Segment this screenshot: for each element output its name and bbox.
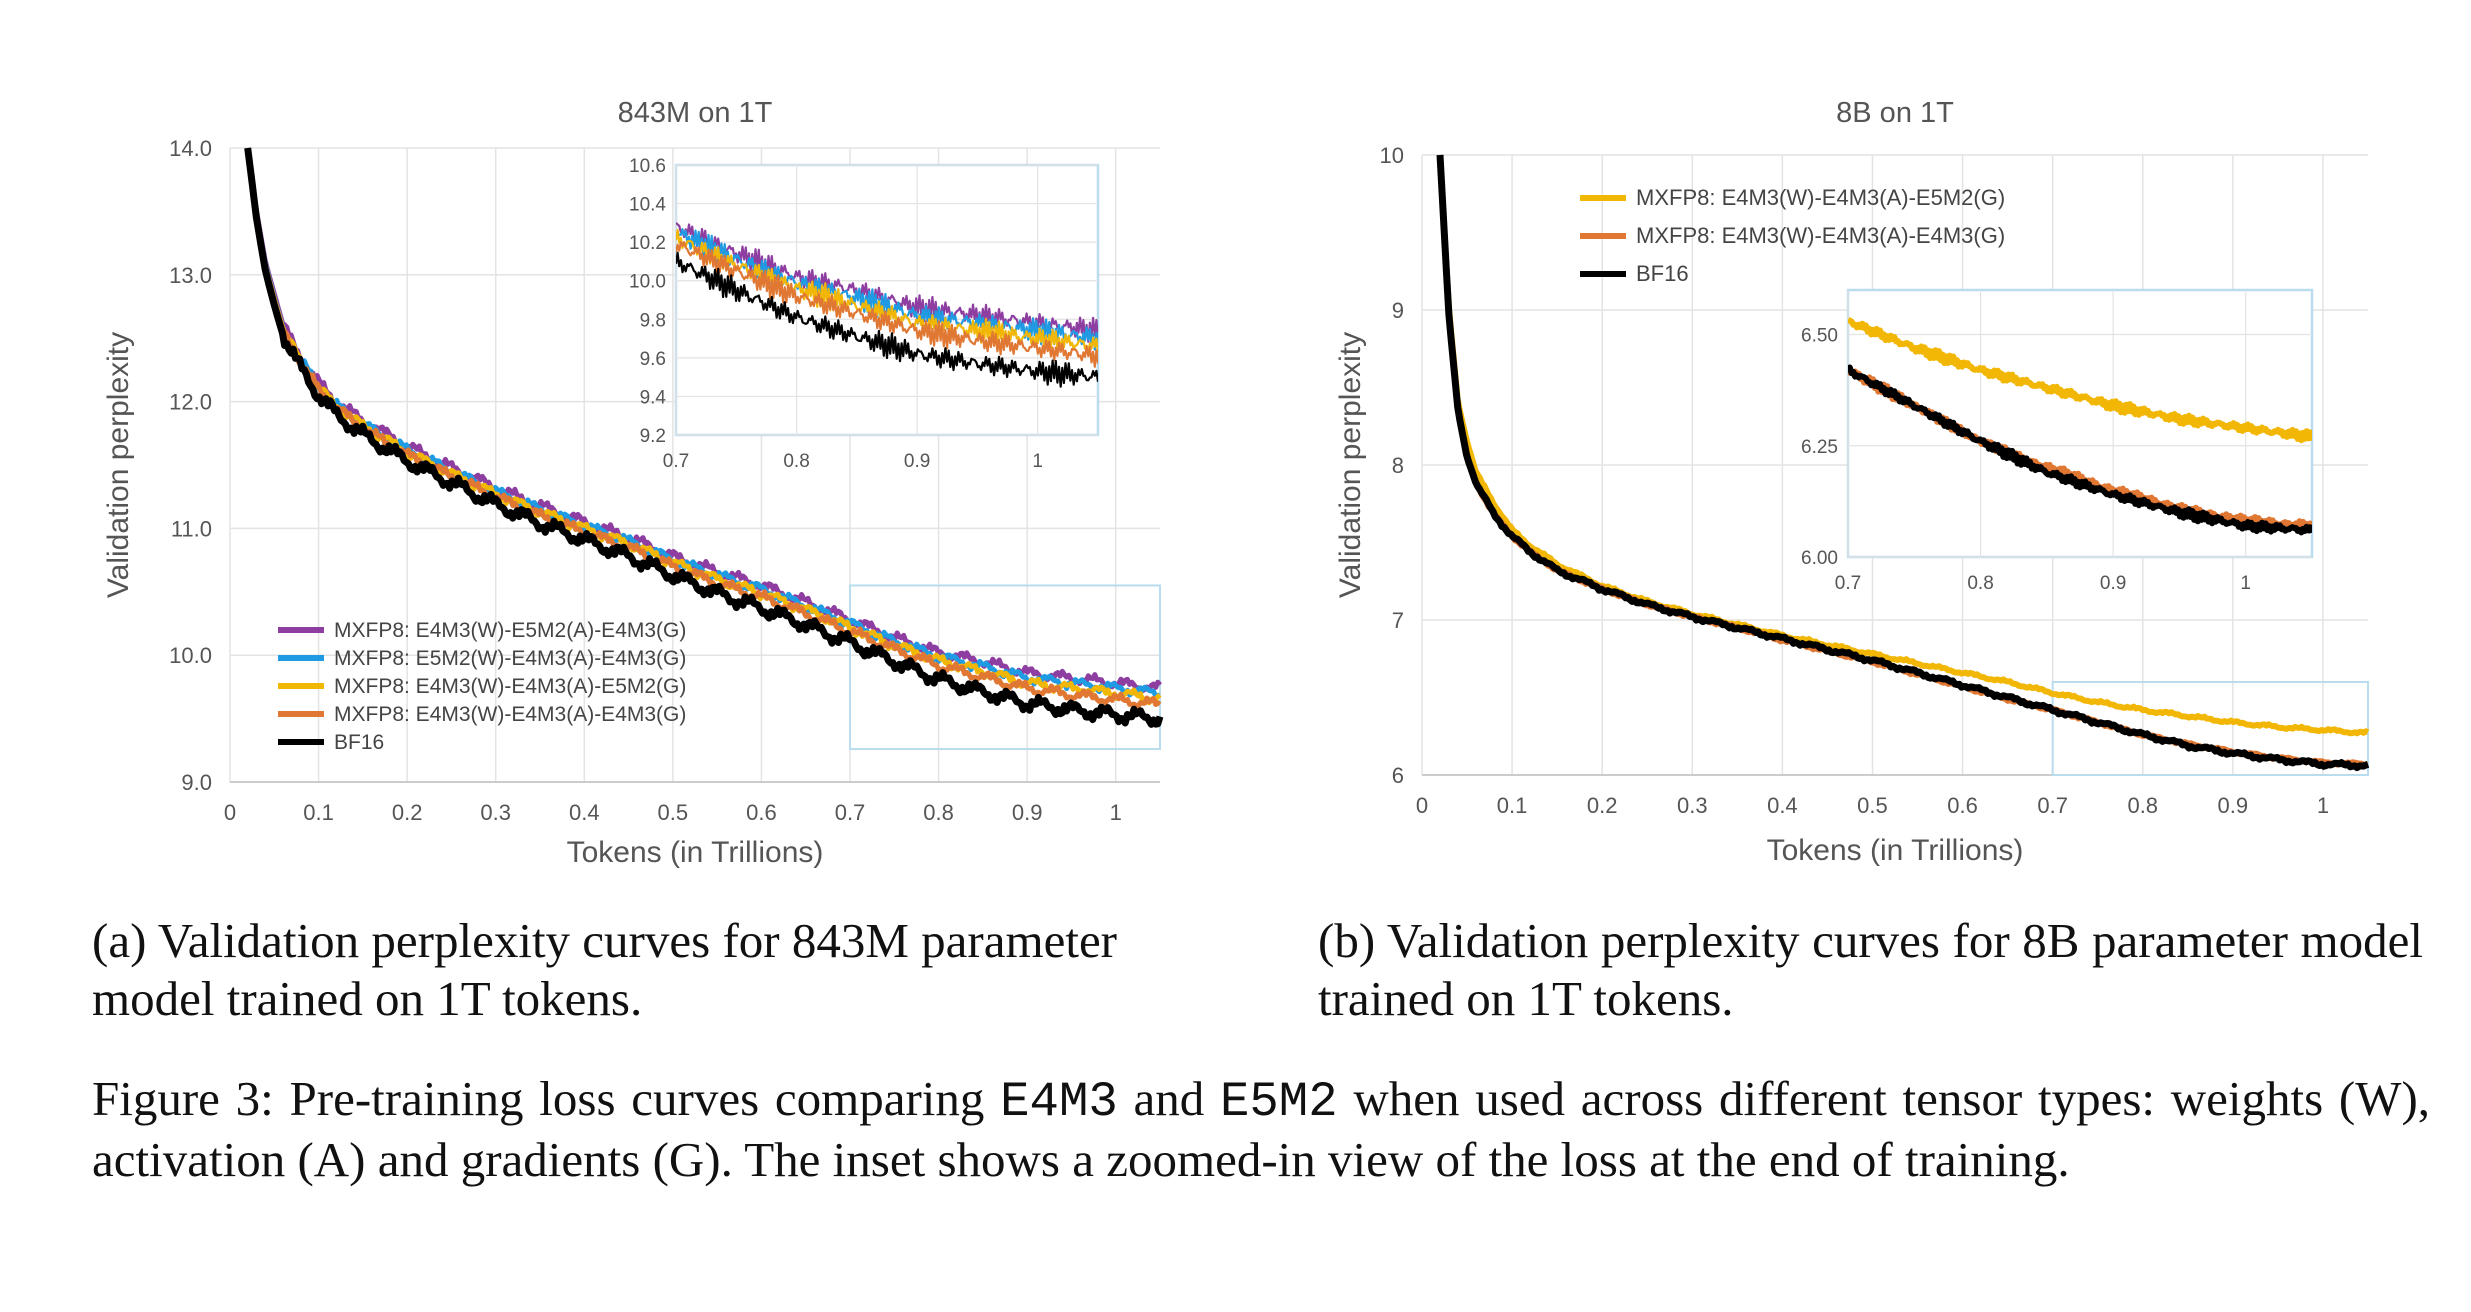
- legend-label: MXFP8: E4M3(W)-E4M3(A)-E4M3(G): [334, 703, 686, 726]
- figure-3-charts: 0 0.1 0.2 0.3 0.4 0.5 0.6 0.7 0.8 0.9 1 9.0 10.0 11.0…: [102, 97, 2370, 869]
- figure-caption: Figure 3: Pre-training loss curves compa…: [92, 1070, 2430, 1189]
- inset-y-tick-label: 9.8: [640, 310, 666, 331]
- inset-y-tick-label: 9.4: [640, 387, 667, 408]
- inset-x-tick-label: 0.8: [1967, 573, 1993, 594]
- inset-y-tick-label: 10.4: [629, 195, 666, 216]
- legend-label: MXFP8: E4M3(W)-E4M3(A)-E4M3(G): [1636, 223, 2005, 248]
- inset-y-tick-label: 10.0: [629, 272, 666, 293]
- inset-y-tick-label: 9.2: [640, 426, 666, 447]
- y-tick-label: 10: [1380, 143, 1404, 168]
- x-tick-label: 1: [1110, 800, 1122, 825]
- subcaption-b: (b) Validation perplexity curves for 8B …: [1318, 913, 2423, 1026]
- legend-label: MXFP8: E4M3(W)-E5M2(A)-E4M3(G): [334, 619, 686, 642]
- figure-caption-and: and: [1133, 1071, 1205, 1126]
- inset-x-tick-label: 0.9: [2100, 573, 2126, 594]
- inset-x-tick-label: 0.8: [783, 451, 809, 472]
- zoom-region-box: [2051, 681, 2370, 776]
- inset-series-line: [1848, 364, 2312, 536]
- x-tick-label: 0.2: [392, 800, 423, 825]
- figure-caption-code-e4m3: E4M3: [1000, 1074, 1118, 1130]
- y-tick-label: 11.0: [171, 516, 212, 541]
- inset-series-line: [1848, 317, 2312, 444]
- x-tick-label: 1: [2317, 793, 2329, 818]
- y-tick-label: 8: [1392, 453, 1404, 478]
- y-tick-label: 10.0: [169, 643, 212, 668]
- y-axis-label: Validation perplexity: [102, 332, 135, 598]
- legend-label: MXFP8: E4M3(W)-E4M3(A)-E5M2(G): [334, 675, 686, 698]
- legend-label: MXFP8: E4M3(W)-E4M3(A)-E5M2(G): [1636, 185, 2005, 210]
- y-tick-label: 14.0: [169, 136, 212, 161]
- y-tick-label: 6: [1392, 763, 1404, 788]
- y-tick-label: 7: [1392, 608, 1404, 633]
- series-line: [1436, 154, 2370, 772]
- x-tick-label: 0.5: [1857, 793, 1888, 818]
- inset-series-line: [676, 241, 1098, 368]
- inset-y-tick-label: 10.6: [629, 156, 666, 177]
- x-tick-label: 0.1: [1497, 793, 1528, 818]
- inset-y-tick-label: 9.6: [640, 349, 666, 370]
- inset-x-tick-label: 1: [2240, 573, 2251, 594]
- figure-caption-prefix: Figure 3: Pre-training loss curves compa…: [92, 1071, 985, 1126]
- inset-y-tick-label: 10.2: [629, 233, 666, 254]
- inset-series-line: [676, 251, 1098, 388]
- y-axis-label: Validation perplexity: [1334, 332, 1367, 598]
- inset-x-tick-label: 0.7: [1835, 573, 1861, 594]
- series-line: [244, 147, 1164, 728]
- x-tick-label: 0.3: [480, 800, 511, 825]
- chart-title: 8B on 1T: [1836, 97, 1954, 129]
- inset-x-tick-label: 0.9: [904, 451, 930, 472]
- x-tick-label: 0.4: [569, 800, 600, 825]
- y-tick-label: 12.0: [169, 390, 212, 415]
- y-tick-label: 13.0: [169, 263, 212, 288]
- legend-label: BF16: [334, 731, 384, 754]
- subcaption-a: (a) Validation perplexity curves for 843…: [92, 913, 1118, 1026]
- x-tick-label: 0.2: [1587, 793, 1618, 818]
- x-tick-label: 0.6: [1947, 793, 1978, 818]
- figure-caption-code-e5m2: E5M2: [1220, 1074, 1338, 1130]
- x-tick-label: 0.8: [2127, 793, 2158, 818]
- inset-y-tick-label: 6.50: [1801, 326, 1838, 347]
- x-tick-label: 0.8: [923, 800, 954, 825]
- inset-y-tick-label: 6.25: [1801, 437, 1838, 458]
- x-tick-label: 0.9: [1012, 800, 1043, 825]
- x-tick-label: 0.7: [835, 800, 866, 825]
- x-axis-label: Tokens (in Trillions): [1767, 834, 2024, 867]
- y-tick-label: 9.0: [181, 770, 212, 795]
- x-tick-label: 0.3: [1677, 793, 1708, 818]
- legend-label: BF16: [1636, 261, 1689, 286]
- zoom-region-box: [849, 584, 1161, 751]
- x-tick-label: 0.5: [658, 800, 689, 825]
- chart-title: 843M on 1T: [618, 97, 773, 129]
- x-axis-label: Tokens (in Trillions): [567, 836, 824, 869]
- x-tick-label: 0.7: [2037, 793, 2068, 818]
- inset-x-tick-label: 1: [1032, 451, 1043, 472]
- figure-caption-suffix: when used across different tensor types:…: [92, 1071, 2431, 1187]
- inset-x-tick-label: 0.7: [663, 451, 689, 472]
- x-tick-label: 0.1: [303, 800, 334, 825]
- x-tick-label: 0.9: [2218, 793, 2249, 818]
- x-tick-label: 0.4: [1767, 793, 1798, 818]
- x-tick-label: 0: [1416, 793, 1428, 818]
- inset-y-tick-label: 6.00: [1801, 548, 1838, 569]
- x-tick-label: 0: [224, 800, 236, 825]
- legend-label: MXFP8: E5M2(W)-E4M3(A)-E4M3(G): [334, 647, 686, 670]
- y-tick-label: 9: [1392, 298, 1404, 323]
- x-tick-label: 0.6: [746, 800, 777, 825]
